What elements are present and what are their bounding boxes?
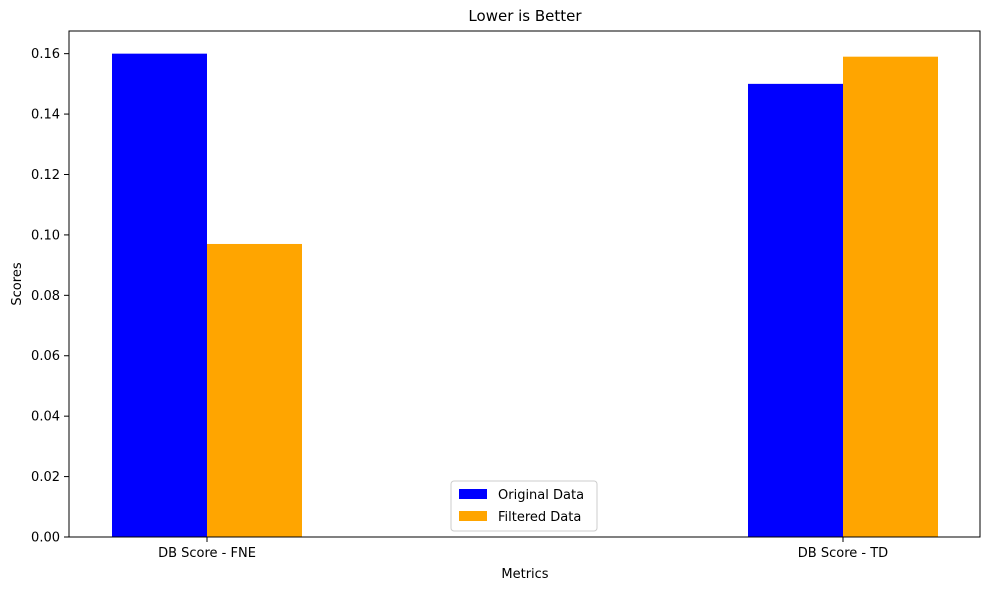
bar-filtered-2 <box>843 56 938 537</box>
y-tick-label: 0.08 <box>31 289 60 304</box>
chart-title: Lower is Better <box>468 7 582 25</box>
legend-label-filtered: Filtered Data <box>498 510 581 525</box>
legend-label-original: Original Data <box>498 488 584 503</box>
x-tick-label: DB Score - TD <box>798 546 888 561</box>
x-tick-label: DB Score - FNE <box>158 546 256 561</box>
y-tick-label: 0.02 <box>31 470 60 485</box>
bar-filtered-1 <box>207 243 302 537</box>
y-axis: 0.00 0.02 0.04 0.06 0.08 0.10 0.12 0.14 0.16 <box>31 47 69 546</box>
y-tick-label: 0.12 <box>31 168 60 183</box>
legend-frame <box>450 480 598 532</box>
y-tick-label: 0.14 <box>31 108 60 123</box>
y-tick-label: 0.16 <box>31 47 60 62</box>
y-tick-label: 0.04 <box>31 410 60 425</box>
x-axis-label: Metrics <box>501 567 548 582</box>
bar-original-1 <box>112 53 207 538</box>
legend-swatch-original <box>459 489 487 499</box>
plot-frame <box>68 30 981 538</box>
legend: Original Data Filtered Data <box>450 480 598 532</box>
y-tick-label: 0.06 <box>31 349 60 364</box>
bar-original-2 <box>748 83 843 538</box>
bars-layer <box>112 53 938 538</box>
x-axis: DB Score - FNE DB Score - TD <box>158 537 888 561</box>
y-tick-label: 0.00 <box>31 531 60 546</box>
legend-swatch-filtered <box>459 511 487 521</box>
y-axis-label: Scores <box>10 262 25 305</box>
y-tick-label: 0.10 <box>31 228 60 243</box>
